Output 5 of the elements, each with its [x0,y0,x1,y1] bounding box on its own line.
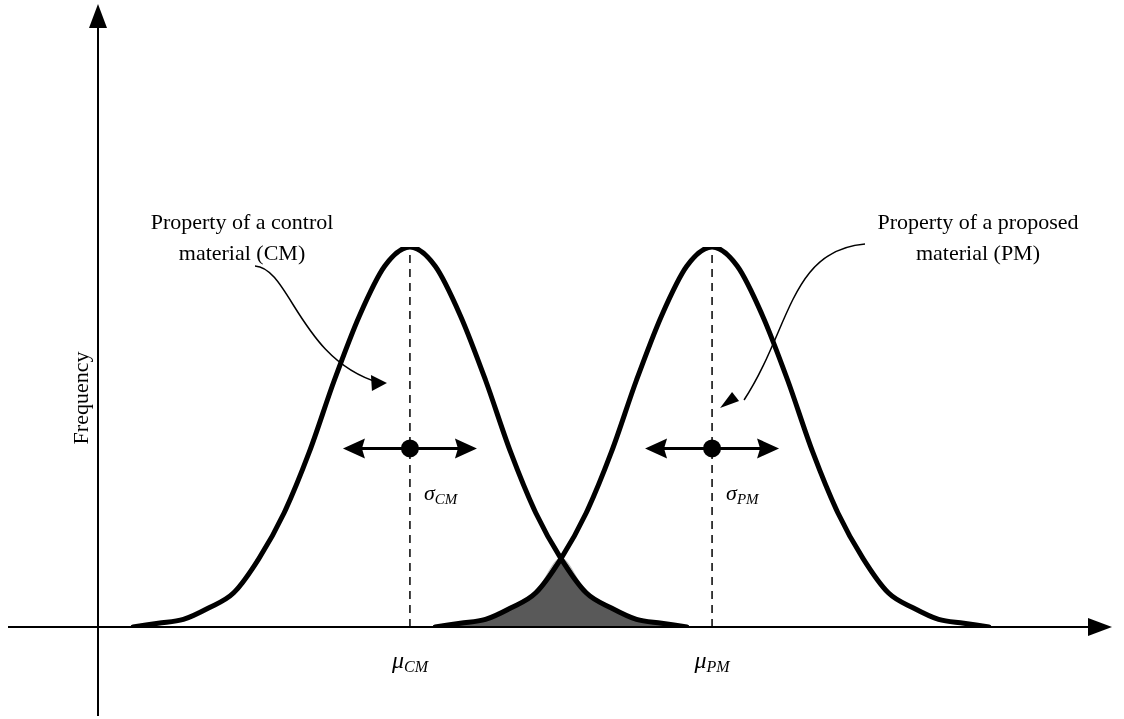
y-axis-title: Frequency [68,351,95,444]
annotation: σ$_{CM}$ [423,480,458,508]
annotation: Property of a control material (CM) [149,208,335,267]
annotation: Property of a proposed material (PM) [876,208,1080,267]
annotation: σ$_{PM}$ [726,480,759,508]
